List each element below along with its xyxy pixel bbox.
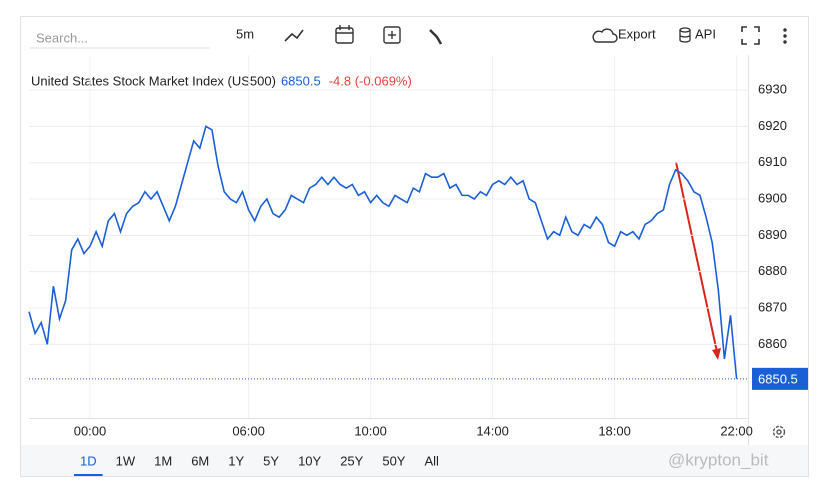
- y-tick-label: 6930: [758, 81, 787, 96]
- range-button[interactable]: 50Y: [382, 453, 405, 468]
- y-tick-label: 6870: [758, 299, 787, 314]
- y-tick-label: 6900: [758, 190, 787, 205]
- header-price: 6850.5: [281, 73, 321, 88]
- x-tick-label: 18:00: [598, 423, 631, 438]
- x-tick-label: 14:00: [476, 423, 509, 438]
- price-line: [28, 125, 738, 379]
- x-tick-label: 00:00: [74, 423, 107, 438]
- y-tick-label: 6890: [758, 227, 787, 242]
- chart-title: United States Stock Market Index (US500): [31, 73, 276, 88]
- range-button[interactable]: 1W: [116, 453, 136, 468]
- range-button[interactable]: 1D: [80, 453, 97, 468]
- annotation-arrow: [675, 161, 718, 353]
- frame: [20, 16, 809, 477]
- range-button[interactable]: 6M: [191, 453, 209, 468]
- calendar-icon[interactable]: [335, 25, 354, 44]
- fullscreen-icon[interactable]: [741, 26, 760, 45]
- watermark: @krypton_bit: [668, 450, 769, 469]
- export-icon[interactable]: [592, 28, 618, 43]
- range-button[interactable]: 1M: [154, 453, 172, 468]
- y-tick-label: 6920: [758, 118, 787, 133]
- y-tick-label: 6910: [758, 154, 787, 169]
- last-price-box: [752, 367, 808, 390]
- search-input[interactable]: Search...: [36, 30, 88, 45]
- range-button[interactable]: 5Y: [263, 453, 279, 468]
- x-tick-label: 22:00: [720, 423, 753, 438]
- range-button[interactable]: All: [424, 453, 439, 468]
- last-price-label: 6850.5: [758, 371, 798, 386]
- interval-button[interactable]: 5m: [236, 26, 254, 41]
- settings-icon[interactable]: [772, 425, 786, 439]
- range-bar: [21, 445, 808, 476]
- annotation-arrowhead: [712, 348, 721, 360]
- range-button[interactable]: 1Y: [228, 453, 244, 468]
- y-tick-label: 6860: [758, 336, 787, 351]
- y-tick-label: 6880: [758, 263, 787, 278]
- range-button[interactable]: 25Y: [340, 453, 363, 468]
- range-button[interactable]: 10Y: [298, 453, 321, 468]
- api-icon[interactable]: [679, 27, 691, 43]
- api-button[interactable]: API: [695, 26, 716, 41]
- line-icon[interactable]: [284, 29, 304, 42]
- tools-icon[interactable]: [429, 29, 443, 45]
- x-tick-label: 06:00: [232, 423, 265, 438]
- export-button[interactable]: Export: [618, 26, 656, 41]
- add-icon[interactable]: [383, 26, 401, 44]
- menu-icon[interactable]: [783, 28, 787, 44]
- x-tick-label: 10:00: [354, 423, 387, 438]
